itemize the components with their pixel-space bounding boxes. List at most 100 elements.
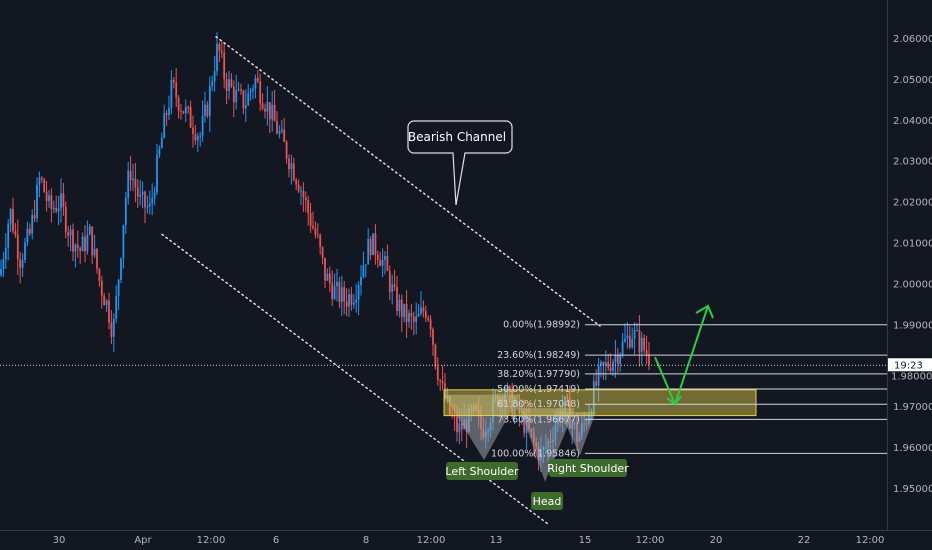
candle-body (283, 129, 286, 143)
candle-body (309, 212, 312, 226)
candle-body (638, 330, 641, 353)
candle-body (417, 313, 420, 317)
candle-body (616, 354, 619, 364)
arrowhead-down (666, 395, 682, 406)
candle-body (208, 86, 211, 117)
candle-body (391, 284, 394, 292)
candle-body (280, 129, 283, 132)
candle-body (67, 232, 70, 236)
candle-body (331, 283, 334, 299)
candle-body (288, 158, 290, 170)
candle-body (122, 225, 125, 259)
fib-level-label: 73.60%(1.96677) (497, 414, 580, 425)
candle-body (600, 362, 602, 366)
fib-level-label: 23.60%(1.98249) (497, 350, 580, 361)
candle-body (76, 244, 79, 249)
candle-body (69, 229, 72, 236)
candle-body (180, 110, 182, 112)
channel-upper-line[interactable] (215, 36, 601, 327)
fib-level-label: 38.20%(1.97790) (497, 369, 580, 380)
candle-body (292, 163, 295, 181)
candle-body (516, 400, 518, 407)
candle-body (564, 396, 566, 411)
candle-body (230, 79, 233, 87)
candle-body (93, 248, 96, 256)
candle-body (312, 225, 314, 229)
right-shoulder-label: Right Shoulder (547, 462, 629, 475)
y-tick-label: 2.00000 (893, 279, 932, 290)
candle-body (357, 285, 360, 300)
retracement-zone[interactable] (443, 389, 757, 417)
candle-body (403, 303, 406, 318)
candle-body (290, 163, 293, 170)
head-label: Head (533, 495, 562, 508)
candle-body (192, 127, 194, 134)
candle-body (352, 302, 355, 305)
candle-body (115, 295, 118, 319)
candle-body (98, 268, 101, 281)
candle-body (304, 197, 307, 201)
y-tick-label: 2.04000 (893, 116, 932, 127)
candle-body (338, 281, 341, 302)
candle-body (328, 273, 331, 284)
candle-body (79, 248, 82, 252)
candle-body (31, 215, 34, 234)
candle-body (343, 287, 346, 302)
candle-body (45, 192, 48, 201)
candle-body (604, 362, 607, 366)
candle-body (369, 239, 372, 255)
candle-body (249, 90, 252, 93)
candle-body (456, 416, 458, 433)
candle-body (127, 170, 130, 198)
candle-body (566, 396, 569, 399)
y-tick-label: 1.99000 (893, 320, 932, 331)
candle-body (132, 178, 134, 181)
candle-body (108, 300, 110, 323)
candle-body (228, 79, 230, 91)
candle-body (439, 380, 442, 382)
head-tag: Head (531, 492, 563, 510)
candle-body (72, 229, 74, 252)
candle-body (319, 235, 322, 248)
candle-body (50, 195, 53, 209)
candle-body (597, 365, 600, 386)
candle-body (36, 184, 38, 219)
candle-body (266, 102, 269, 112)
candle-body (388, 270, 391, 292)
candle-body (278, 131, 281, 134)
candle-body (645, 350, 648, 355)
price-axis[interactable]: 2.06000 2.05000 2.04000 2.03000 2.02000 2.010… (893, 34, 932, 495)
candle-body (12, 208, 14, 232)
time-axis[interactable]: 30 Apr 12:00 6 8 12:00 13 15 12:00 20 22 12:00 (53, 535, 885, 546)
candle-body (429, 319, 432, 330)
candle-body (420, 307, 422, 314)
candle-body (261, 103, 264, 109)
candle-body (626, 335, 629, 339)
candle-body (424, 311, 427, 318)
candle-body (86, 234, 89, 252)
candle-body (144, 191, 146, 208)
candle-body (139, 194, 142, 197)
candle-body (2, 259, 5, 269)
candle-body (340, 287, 343, 302)
candle-body (268, 102, 271, 120)
candle-body (60, 193, 62, 209)
x-tick-label: 12:00 (636, 535, 665, 546)
candle-body (302, 190, 305, 198)
candle-body (146, 206, 149, 208)
bearish-channel-callout[interactable]: Bearish Channel (407, 120, 513, 206)
fibonacci-retracement: 0.00%(1.98992) 23.60%(1.98249) 38.20%(1.97… (491, 320, 887, 459)
candle-body (213, 71, 216, 82)
candle-body (91, 226, 94, 256)
candle-body (316, 234, 319, 236)
candle-body (244, 105, 247, 109)
candle-body (393, 284, 396, 288)
candle-body (117, 279, 120, 296)
candle-body (631, 338, 634, 348)
candle-body (295, 180, 298, 185)
candle-body (376, 254, 379, 260)
candle-body (9, 208, 12, 224)
candle-body (129, 170, 132, 181)
candle-body (170, 79, 173, 108)
